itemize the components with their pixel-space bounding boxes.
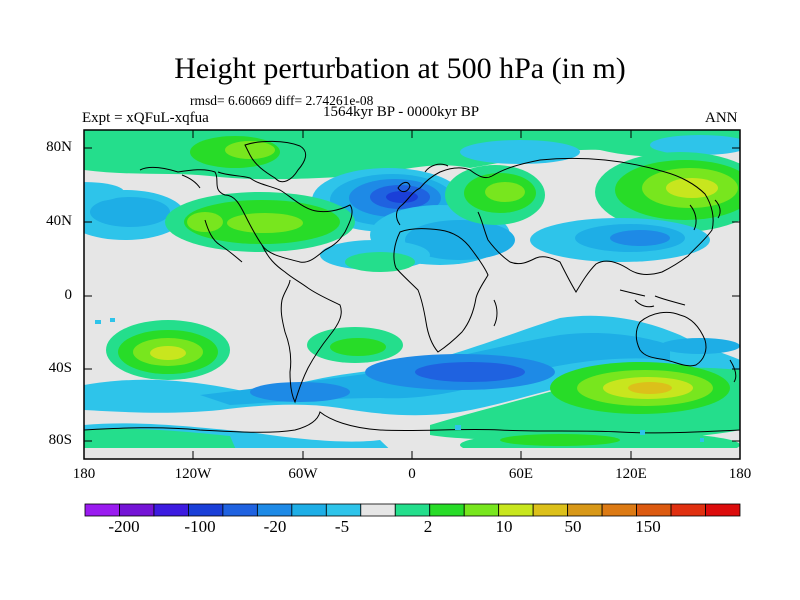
colorbar-swatch bbox=[670, 503, 706, 517]
colorbar-label: -20 bbox=[263, 517, 287, 536]
colorbar-swatch bbox=[394, 503, 431, 517]
colorbar-swatch bbox=[325, 503, 362, 517]
colorbar-swatch bbox=[256, 503, 293, 517]
colorbar-swatch bbox=[567, 503, 603, 517]
colorbar-swatch bbox=[429, 503, 465, 517]
season-label: ANN bbox=[705, 110, 738, 126]
contour-fill-field bbox=[84, 130, 740, 459]
experiment-label: Expt = xQFuL-xqfua bbox=[82, 110, 209, 126]
lat-tick-label: 0 bbox=[64, 287, 73, 303]
colorbar-swatch bbox=[463, 503, 500, 517]
colorbar-label: 150 bbox=[635, 517, 661, 536]
colorbar-label: -5 bbox=[334, 517, 350, 536]
colorbar-swatch bbox=[498, 503, 534, 517]
axis-ticks bbox=[84, 130, 740, 459]
colorbar bbox=[84, 503, 741, 517]
colorbar-swatch bbox=[188, 503, 224, 517]
map-title: Height perturbation at 500 hPa (in m) bbox=[174, 52, 626, 85]
colorbar-swatch bbox=[636, 503, 672, 517]
colorbar-label: 2 bbox=[423, 517, 433, 536]
colorbar-swatch bbox=[705, 503, 741, 517]
colorbar-swatch bbox=[360, 503, 396, 517]
lon-tick-label: 180 bbox=[728, 466, 752, 482]
colorbar-swatch bbox=[601, 503, 637, 517]
lon-tick-label: 60E bbox=[508, 466, 534, 482]
lat-tick-label: 40S bbox=[48, 360, 72, 376]
time-period-label: 1564kyr BP - 0000kyr BP bbox=[323, 104, 480, 120]
colorbar-swatch bbox=[222, 503, 258, 517]
contour-speckles bbox=[95, 318, 704, 442]
lon-tick-label: 120E bbox=[615, 466, 647, 482]
colorbar-label: 10 bbox=[495, 517, 513, 536]
colorbar-label: -200 bbox=[108, 517, 140, 536]
colorbar-swatch bbox=[84, 503, 120, 517]
colorbar-swatch bbox=[119, 503, 155, 517]
colorbar-swatch bbox=[153, 503, 189, 517]
coastlines bbox=[84, 140, 740, 434]
lon-tick-label: 180 bbox=[72, 466, 96, 482]
lat-tick-label: 40N bbox=[46, 213, 72, 229]
lon-tick-label: 60W bbox=[288, 466, 318, 482]
lat-tick-label: 80S bbox=[48, 432, 72, 448]
lat-tick-label: 80N bbox=[46, 139, 72, 155]
colorbar-label: -100 bbox=[184, 517, 216, 536]
rmsd-diff-stats: rmsd= 6.60669 diff= 2.74261e-08 bbox=[190, 93, 374, 108]
colorbar-label: 50 bbox=[564, 517, 582, 536]
colorbar-swatch bbox=[291, 503, 327, 517]
lon-tick-label: 0 bbox=[408, 466, 416, 482]
lon-tick-label: 120W bbox=[174, 466, 212, 482]
colorbar-swatch bbox=[532, 503, 569, 517]
